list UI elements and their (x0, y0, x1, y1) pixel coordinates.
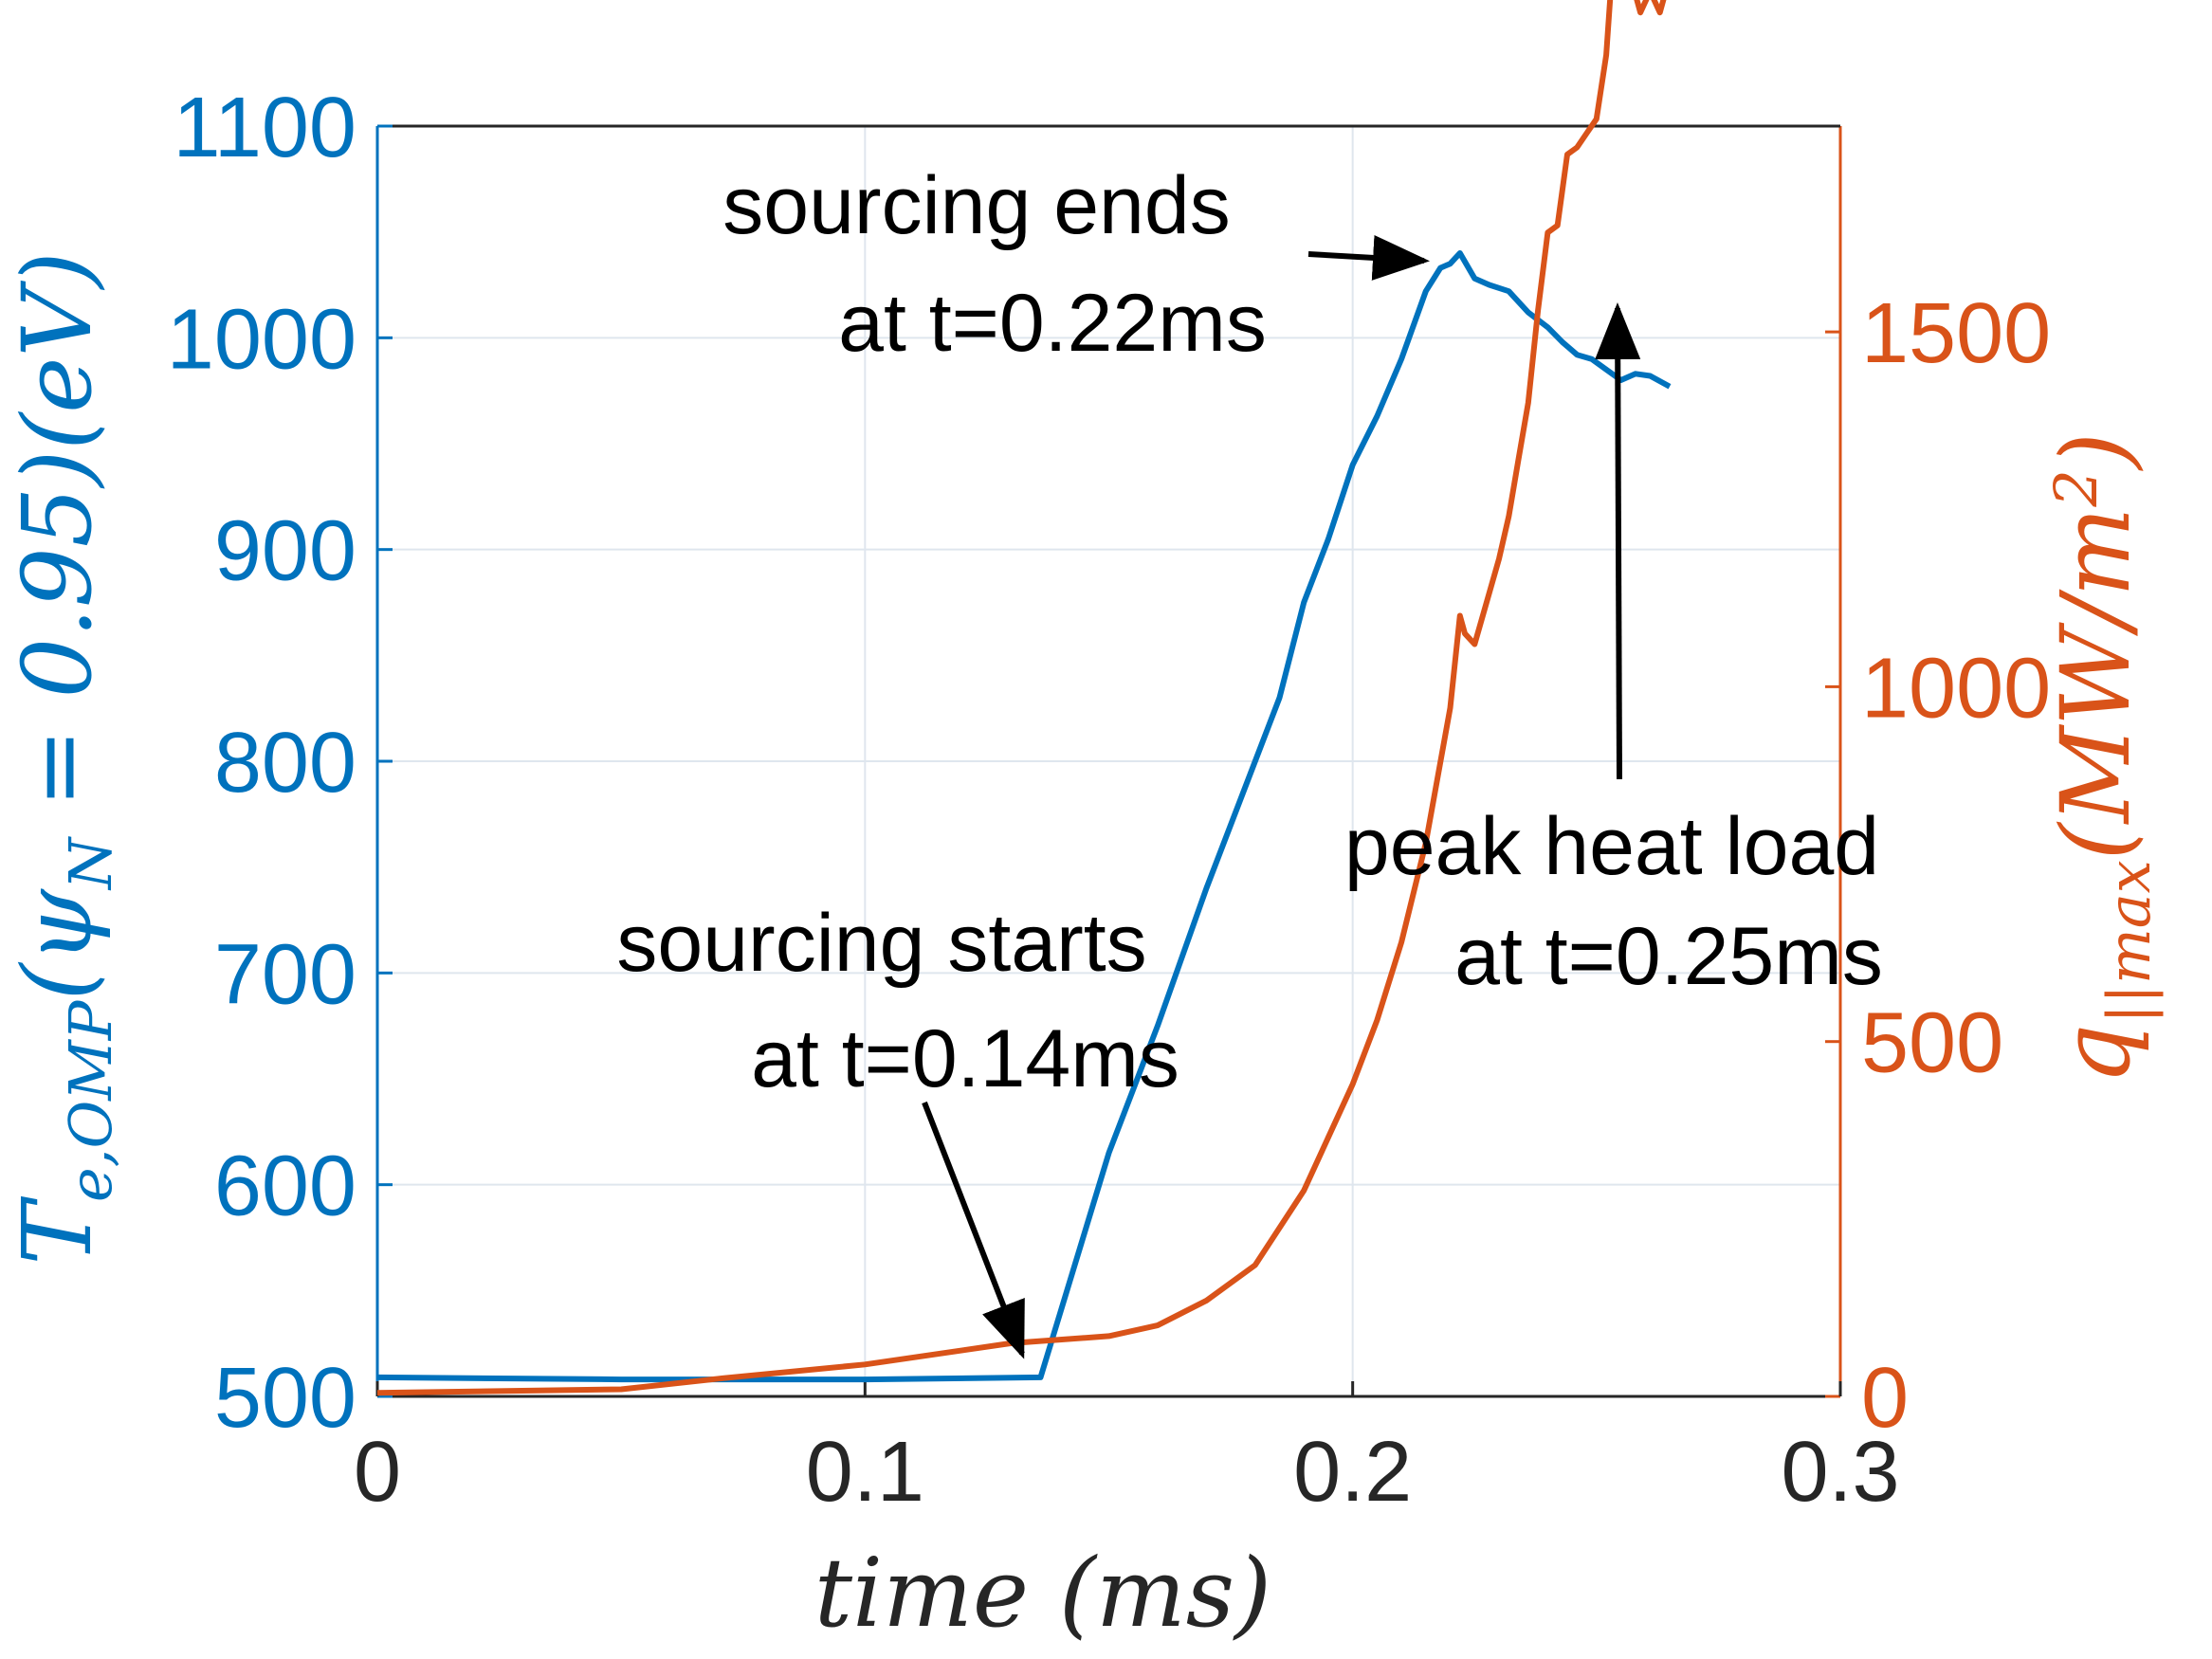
annotation-sourcing-ends-line2: at t=0.22ms (838, 278, 1267, 369)
left-tick-label: 700 (214, 927, 356, 1022)
y-right-tail: ) (2040, 432, 2151, 471)
right-tick-label: 1500 (1861, 286, 2051, 381)
annotation-sourcing-starts-arrow (922, 1101, 1025, 1359)
x-ticks: 0 0.1 0.2 0.3 (354, 1381, 1900, 1520)
annotation-sourcing-ends-arrow (1307, 234, 1430, 281)
x-tick-label: 0.2 (1293, 1425, 1412, 1520)
left-tick-label: 500 (214, 1351, 356, 1446)
annotation-sourcing-starts-line1: sourcing starts (616, 898, 1146, 989)
x-axis-label: time (ms) (814, 1538, 1271, 1649)
y-left-tail: = 0.95)(eV) (2, 251, 113, 837)
y-left-rest: (ψ (2, 887, 113, 1000)
y-left-psi-sub: N (56, 835, 125, 891)
annotation-sourcing-starts: sourcing starts at t=0.14ms (616, 898, 1179, 1359)
x-tick-label: 0.3 (1781, 1425, 1899, 1520)
y-right-rest: (MW/m (2040, 507, 2151, 861)
right-ticks: 0 500 1000 1500 (1825, 286, 2051, 1446)
series-q-max-line (376, 0, 1667, 1396)
y-axis-right-label: q||max(MW/m2) (2040, 432, 2164, 1085)
left-tick-label: 1000 (167, 292, 356, 387)
annotation-sourcing-ends: sourcing ends at t=0.22ms (722, 160, 1430, 369)
y-right-symbol: q (2040, 1024, 2151, 1085)
left-tick-label: 1100 (173, 81, 356, 175)
left-tick-label: 900 (214, 504, 356, 599)
annotation-peak-arrow (1595, 302, 1641, 780)
y-left-subscript: e,OMP (56, 999, 125, 1202)
right-tick-label: 1000 (1861, 641, 2051, 736)
left-tick-label: 800 (214, 716, 356, 811)
x-tick-label: 0.1 (806, 1425, 924, 1520)
annotation-peak-heat-load: peak heat load at t=0.25ms (1344, 302, 1883, 1002)
right-tick-label: 500 (1861, 996, 2003, 1091)
y-right-sup: 2 (2041, 469, 2111, 507)
right-tick-label: 0 (1861, 1351, 1909, 1446)
annotation-peak-line2: at t=0.25ms (1454, 911, 1883, 1002)
left-tick-label: 600 (214, 1139, 356, 1234)
series-te-omp-line (376, 250, 1672, 1383)
annotation-sourcing-starts-line2: at t=0.14ms (751, 1013, 1179, 1104)
y-right-subscript: ||max (2094, 860, 2164, 1024)
y-left-symbol: T (2, 1196, 113, 1266)
x-tick-label: 0 (354, 1425, 401, 1520)
y-axis-left-label: Te,OMP(ψN = 0.95)(eV) (2, 251, 125, 1265)
left-ticks: 500 600 700 800 900 1000 1100 (167, 81, 393, 1446)
annotation-sourcing-ends-line1: sourcing ends (722, 160, 1230, 251)
annotation-peak-line1: peak heat load (1344, 801, 1879, 892)
grid (377, 126, 1840, 1396)
